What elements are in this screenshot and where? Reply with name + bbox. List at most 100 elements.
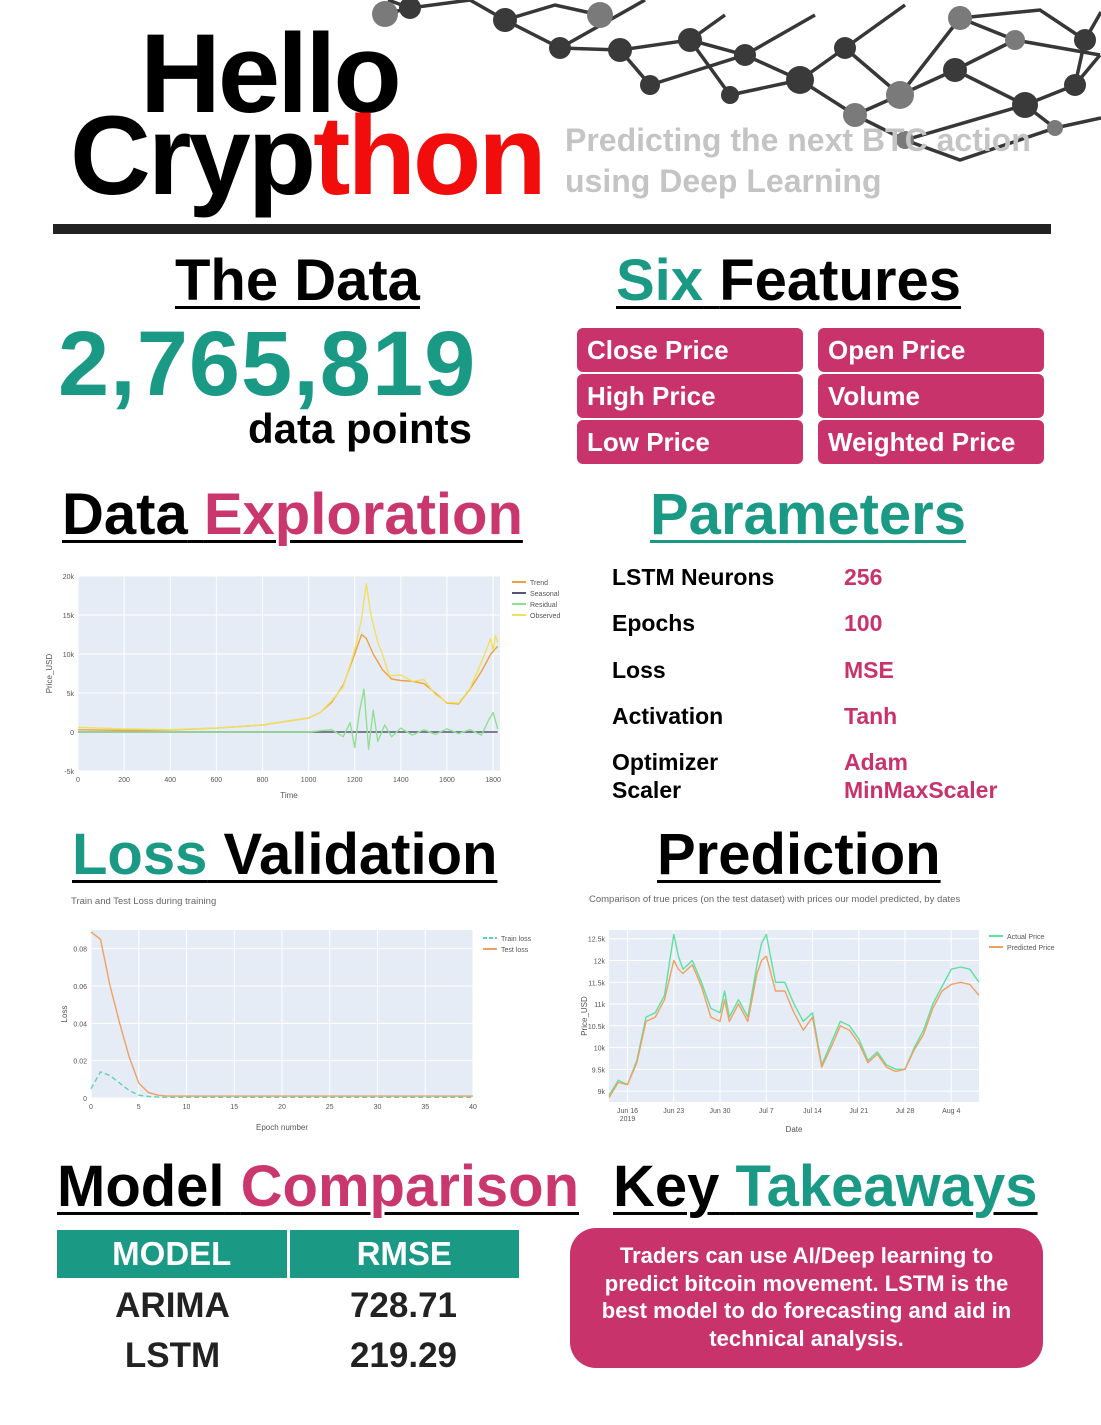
heading-loss-validation: Loss Validation	[72, 826, 497, 884]
feature-weighted-price: Weighted Price	[818, 420, 1044, 464]
takeaway-box: Traders can use AI/Deep learning to pred…	[570, 1228, 1043, 1368]
series-line-0	[90, 1071, 473, 1099]
heading-six-features: Six Features	[616, 252, 961, 310]
x-tick-label: Jun 16	[617, 1108, 638, 1115]
table-row: LSTM 219.29	[57, 1338, 519, 1373]
legend-entry: Trend	[530, 580, 548, 587]
y-tick-label: 20k	[63, 574, 75, 581]
heading-data: Data	[62, 482, 188, 547]
series-line-1	[90, 931, 473, 1097]
y-tick-label: 9k	[598, 1089, 606, 1096]
y-tick-label: 10k	[63, 652, 75, 659]
param-value-epochs: 100	[844, 610, 883, 636]
header-divider	[53, 224, 1051, 234]
legend-entry: Predicted Price	[1007, 945, 1055, 952]
legend-entry: Seasonal	[530, 591, 560, 598]
x-axis-label: Date	[786, 1125, 803, 1134]
y-axis-label: Loss	[60, 1006, 69, 1023]
series-line-3	[77, 583, 499, 731]
heading-parameters: Parameters	[650, 482, 966, 547]
x-tick-label: Jul 14	[803, 1108, 822, 1115]
table-row: ARIMA 728.71	[57, 1288, 519, 1323]
x-tick-label: 20	[278, 1104, 286, 1111]
subtitle: Predicting the next BTC action using Dee…	[565, 120, 1065, 202]
title-thon-red: thon	[313, 93, 547, 218]
plot-area	[609, 930, 979, 1102]
series-line-1	[608, 955, 980, 1098]
heading-loss: Loss	[72, 822, 208, 887]
y-tick-label: 11k	[594, 1002, 605, 1009]
heading-takeaways: Takeaways	[735, 1154, 1038, 1219]
y-tick-label: 15k	[63, 613, 75, 620]
x-tick-label: 1800	[485, 777, 501, 784]
cell-model: ARIMA	[115, 1286, 230, 1325]
param-value-scaler: MinMaxScaler	[844, 777, 998, 803]
cell-rmse: 219.29	[349, 1336, 458, 1375]
x-tick-label: 35	[421, 1104, 429, 1111]
y-axis-label: Price_USD	[580, 996, 589, 1036]
feature-low-price: Low Price	[577, 420, 803, 464]
x-tick-label: 2019	[620, 1116, 636, 1123]
y-tick-label: 12.5k	[588, 937, 606, 944]
param-label-optimizer: Optimizer	[612, 749, 719, 775]
x-tick-label: 15	[230, 1104, 238, 1111]
legend-entry: Train loss	[501, 936, 532, 943]
series-line-2	[78, 688, 499, 750]
x-tick-label: Jul 21	[849, 1108, 868, 1115]
x-tick-label: 1000	[301, 777, 317, 784]
x-tick-label: 0	[89, 1104, 93, 1111]
y-tick-label: 5k	[67, 691, 75, 698]
y-tick-label: 0.02	[73, 1059, 87, 1066]
heading-validation: Validation	[223, 822, 498, 887]
x-axis-label: Epoch number	[256, 1123, 308, 1132]
x-tick-label: 10	[183, 1104, 191, 1111]
x-tick-label: 25	[326, 1104, 334, 1111]
legend-entry: Actual Price	[1007, 934, 1044, 941]
x-tick-label: 600	[211, 777, 223, 784]
heading-data-exploration: Data Exploration	[62, 486, 523, 544]
title-hello: Hello	[140, 11, 402, 136]
x-axis-label: Time	[280, 791, 298, 800]
x-tick-label: 5	[137, 1104, 141, 1111]
param-label-neurons: LSTM Neurons	[612, 564, 775, 590]
cell-rmse: 728.71	[349, 1286, 458, 1325]
param-value-optimizer: Adam	[844, 749, 908, 775]
comparison-table-header: MODEL RMSE	[57, 1230, 519, 1278]
y-axis-label: Price_USD	[45, 654, 54, 694]
chart-prediction: Comparison of true prices (on the test d…	[580, 894, 1055, 1134]
x-tick-label: 1200	[347, 777, 363, 784]
legend-entry: Test loss	[501, 947, 529, 954]
y-tick-label: 10.5k	[588, 1024, 606, 1031]
cell-model: LSTM	[124, 1336, 221, 1375]
heading-features: Features	[719, 248, 961, 313]
network-graphic	[372, 0, 1101, 162]
feature-open-price: Open Price	[818, 328, 1044, 372]
heading-exploration: Exploration	[203, 482, 523, 547]
title-crypthon: Crypthon	[70, 100, 547, 212]
heading-comparison: Comparison	[240, 1154, 580, 1219]
param-value-activation: Tanh	[844, 703, 898, 729]
heading-prediction: Prediction	[657, 822, 941, 887]
x-tick-label: 0	[76, 777, 80, 784]
data-point-count: 2,765,819	[58, 313, 477, 415]
heading-key-takeaways: Key Takeaways	[613, 1158, 1038, 1216]
y-tick-label: 0.06	[73, 984, 87, 991]
heading-model: Model	[57, 1154, 225, 1219]
heading-six: Six	[616, 248, 704, 313]
x-tick-label: Jun 30	[709, 1108, 730, 1115]
series-line-0	[608, 933, 980, 1096]
title-cryp-black: Cryp	[70, 93, 316, 218]
col-header-rmse: RMSE	[356, 1235, 452, 1272]
y-tick-label: 0	[70, 730, 74, 737]
x-tick-label: Jul 7	[759, 1108, 774, 1115]
x-tick-label: 1400	[393, 777, 409, 784]
y-tick-label: 0.08	[73, 947, 87, 954]
x-tick-label: 1600	[439, 777, 455, 784]
y-tick-label: 11.5k	[588, 980, 605, 987]
chart-title: Train and Test Loss during training	[71, 896, 216, 907]
x-tick-label: Aug 4	[942, 1108, 960, 1115]
param-label-epochs: Epochs	[612, 610, 696, 636]
subtitle-line-1: Predicting the next BTC action	[565, 122, 1031, 158]
param-label-loss: Loss	[612, 657, 666, 683]
data-point-unit: data points	[248, 405, 473, 452]
